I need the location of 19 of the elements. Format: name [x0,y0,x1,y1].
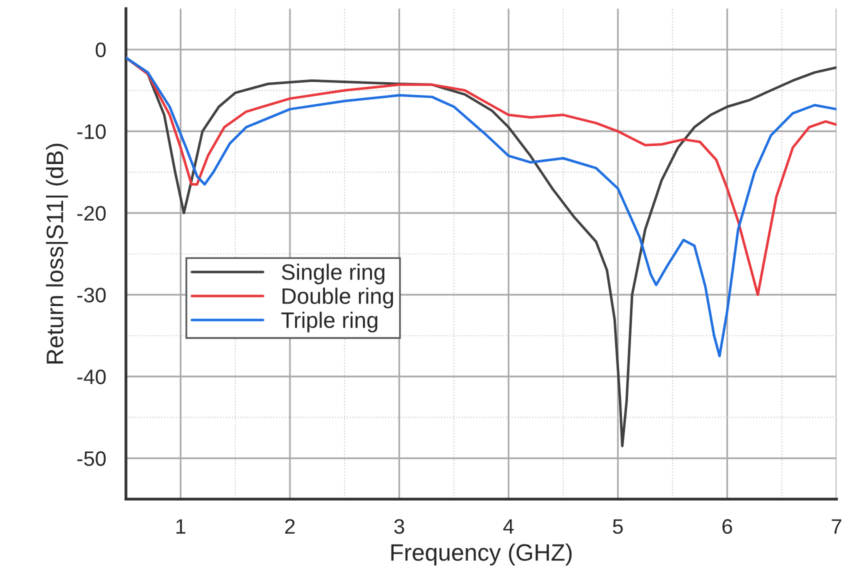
x-tick-label: 6 [722,519,732,534]
x-tick-label: 5 [612,519,623,534]
x-tick-label: 4 [503,519,514,534]
y-axis-title: Return loss|S11| (dB) [46,144,68,364]
x-tick-label: 3 [394,519,404,534]
y-tick-label: -30 [77,288,106,303]
line-series [126,56,837,358]
x-axis-title: Frequency (GHZ) [391,544,572,566]
y-tick-label: -10 [77,124,106,140]
legend-label: Single ring [282,264,384,284]
y-tick-label: -50 [77,451,106,466]
x-tick-label: 2 [285,519,295,534]
x-tick-label: 1 [176,519,186,534]
x-tick-label: 7 [832,519,842,534]
legend-label: Double ring [282,288,394,308]
y-tick-label: -20 [77,206,106,221]
legend-label: Triple ring [281,312,378,332]
y-tick-label: -40 [77,369,106,384]
y-tick-label: 0 [96,42,106,58]
